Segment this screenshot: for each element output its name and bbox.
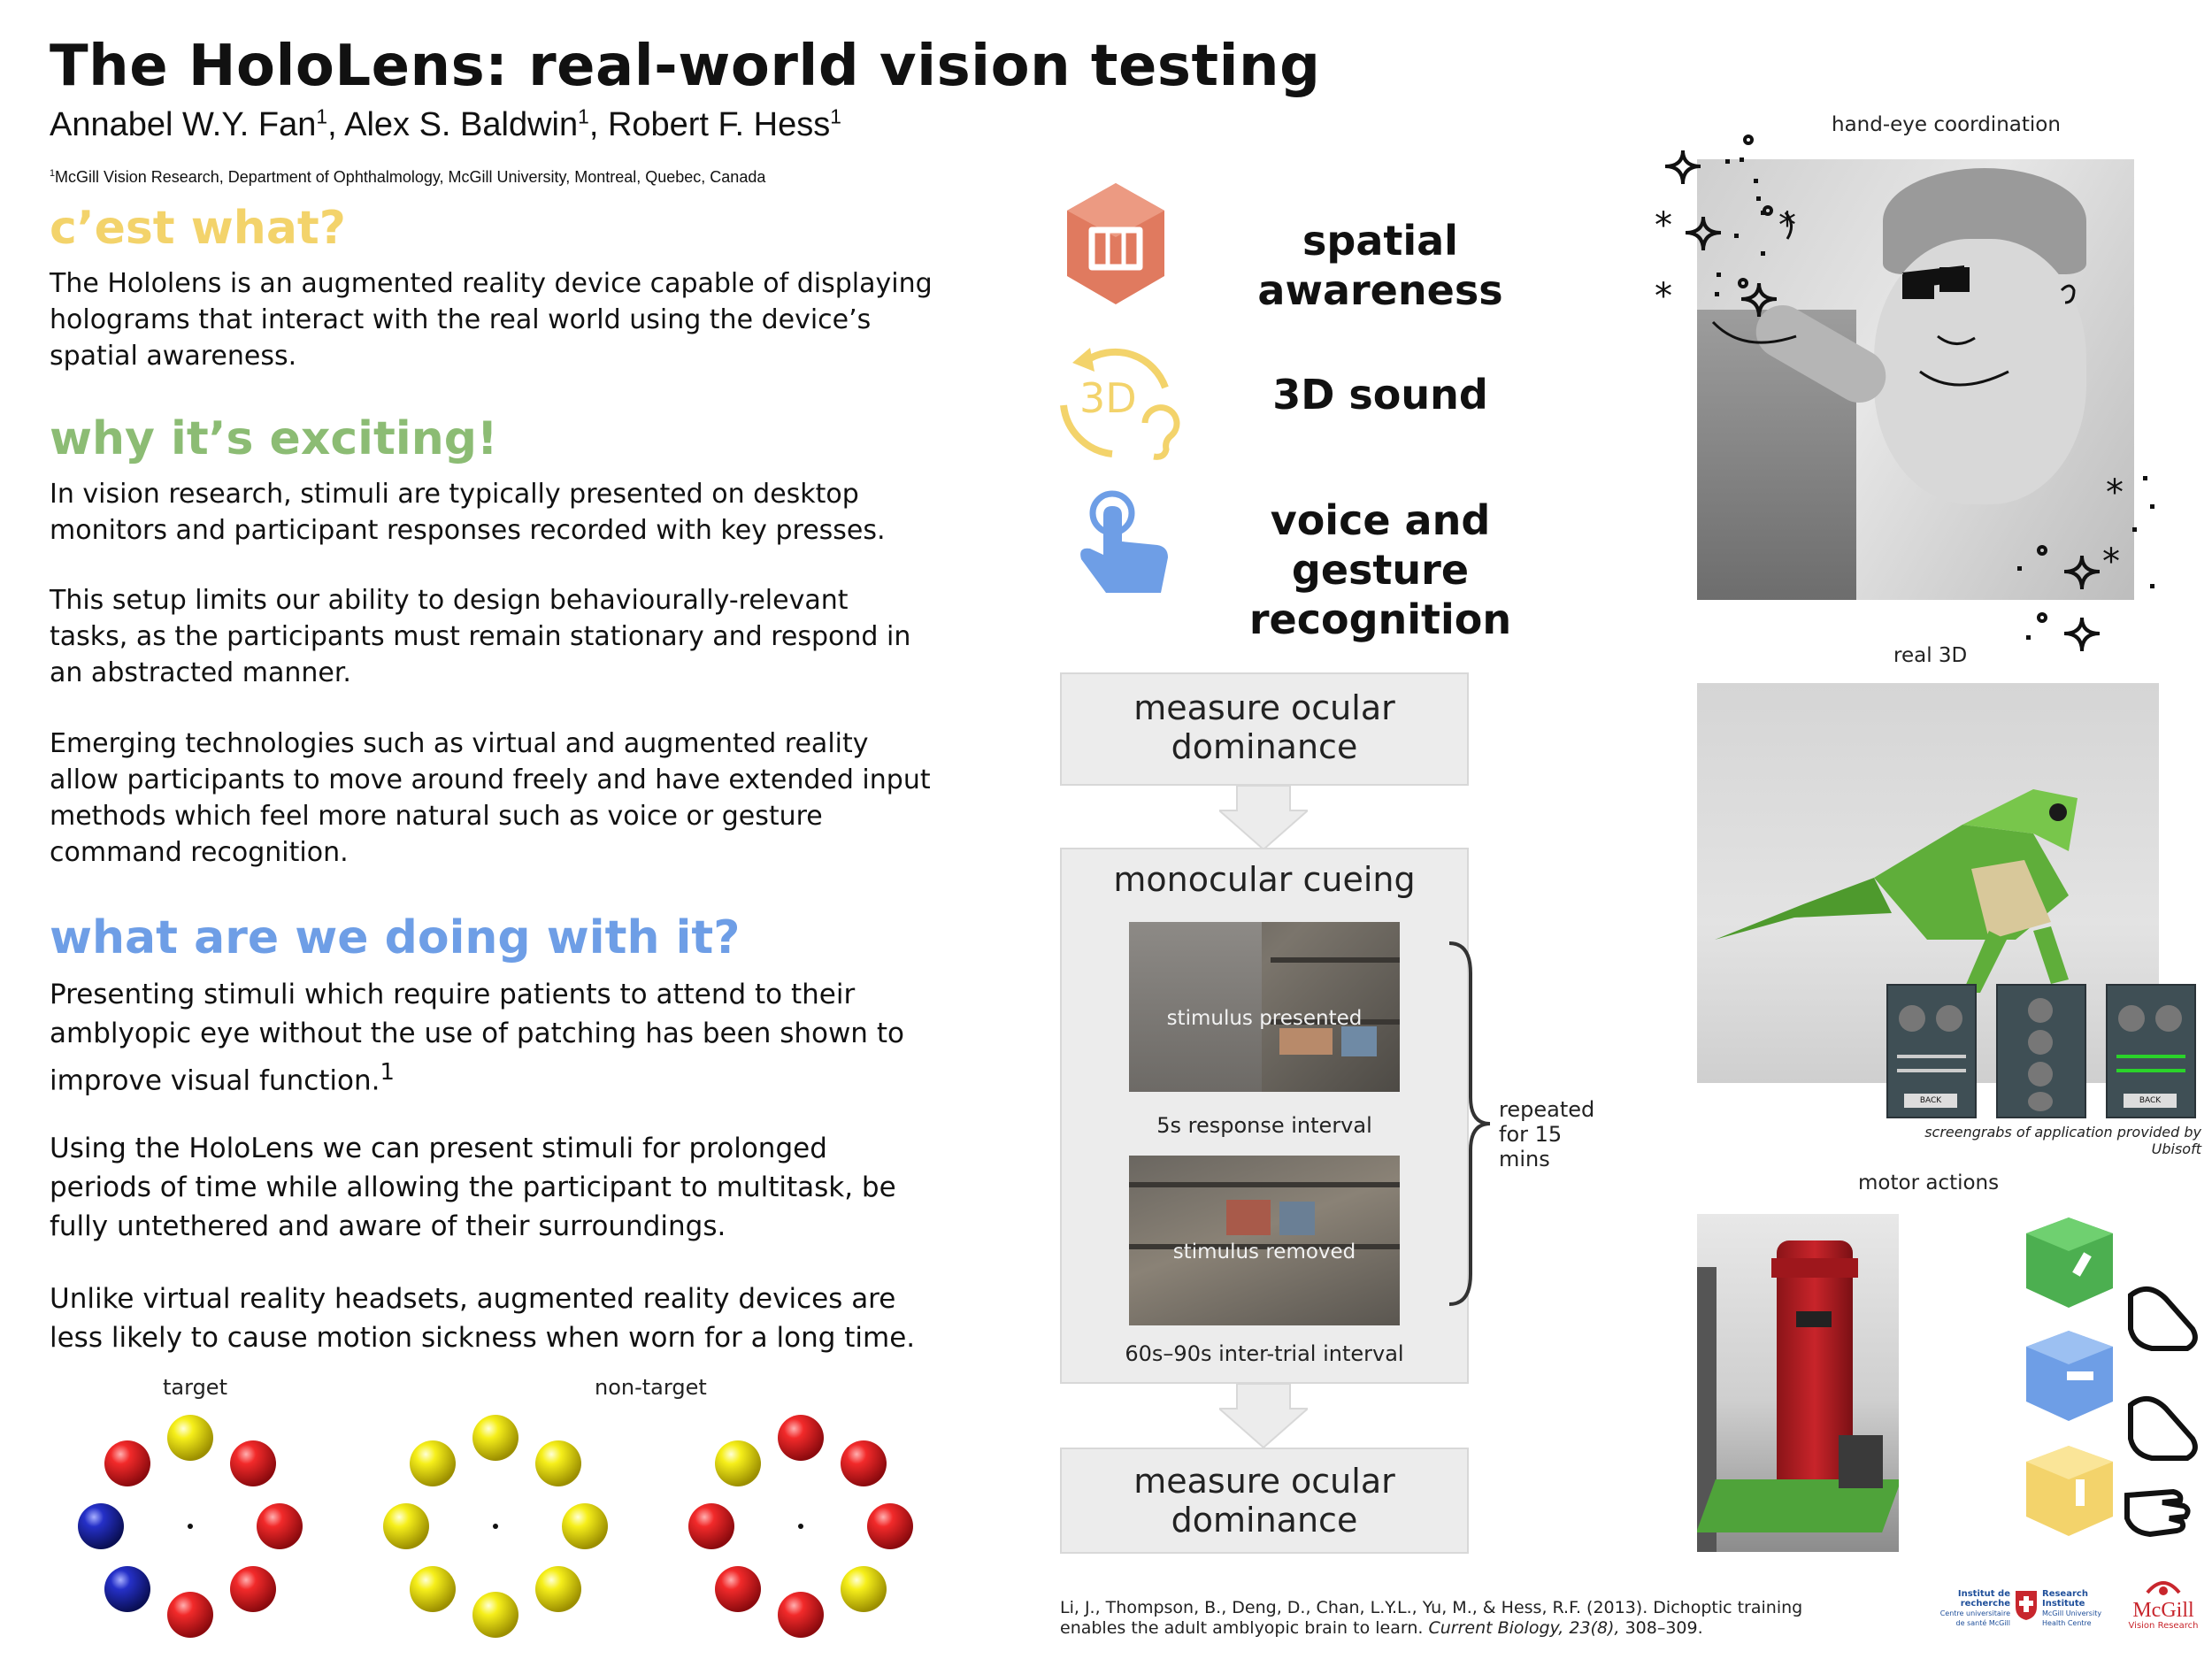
stimulus-ball (688, 1503, 734, 1549)
cest-what-text: The Hololens is an augmented reality dev… (50, 268, 933, 372)
why-paragraph-2: This setup limits our ability to design … (50, 585, 911, 688)
stimulus-ball (715, 1440, 761, 1486)
heading-what-doing: what are we doing with it? (50, 911, 741, 964)
mcgill-logo: McGill Vision Research (2124, 1578, 2203, 1631)
response-interval-label: 5s response interval (1156, 1113, 1372, 1138)
hand-eye-photo (1697, 159, 2134, 600)
heading-why-exciting: why it’s exciting! (50, 412, 498, 465)
stimulus-ball (778, 1415, 824, 1461)
feature-voice-gesture: voice and gesture recognition (1248, 496, 1512, 643)
real-3d-label: real 3D (1893, 644, 1968, 667)
app-screengrab-2 (1996, 984, 2086, 1118)
fixation-dot (188, 1524, 193, 1529)
cube-map-icon (1067, 183, 1164, 304)
svg-text:*: * (1655, 205, 1672, 246)
feature-3d-sound: 3D sound (1272, 371, 1488, 419)
grab-gesture-blue (2026, 1331, 2198, 1461)
nontarget-label: non-target (595, 1375, 707, 1400)
3d-sound-icon: 3D (1060, 348, 1180, 460)
irm-logo: Institut de recherche Centre universitai… (1939, 1589, 2010, 1627)
stimulus-ball (715, 1566, 761, 1612)
point-gesture-yellow (2026, 1446, 2191, 1538)
target-ring (78, 1415, 303, 1638)
nontarget-ring-yellow (383, 1415, 608, 1638)
repeat-brace (1448, 941, 1491, 1306)
svg-text:*: * (1778, 205, 1796, 246)
stimulus-ball (78, 1503, 124, 1549)
motor-actions-label: motor actions (1858, 1171, 2000, 1194)
stimulus-ball (535, 1566, 581, 1612)
tap-hand-icon (1080, 490, 1168, 593)
stimulus-ball (472, 1592, 518, 1638)
stimulus-ball (410, 1566, 456, 1612)
muhc-crest-icon (2016, 1591, 2037, 1620)
back-button: BACK (2124, 1094, 2177, 1108)
stimulus-ball (535, 1440, 581, 1486)
nontarget-ring-mixed (688, 1415, 913, 1638)
author-list: Annabel W.Y. Fan1, Alex S. Baldwin1, Rob… (50, 104, 841, 143)
stimulus-ball (167, 1592, 213, 1638)
feature-spatial-awareness: spatial awareness (1257, 217, 1503, 314)
stimulus-ball (230, 1566, 276, 1612)
doing-paragraph-1: Presenting stimuli which require patient… (50, 979, 904, 1097)
author-name: Robert F. Hess (607, 106, 831, 143)
doing-paragraph-3: Unlike virtual reality headsets, augment… (50, 1283, 916, 1354)
heading-cest-what: c’est what? (50, 202, 346, 255)
flow-step-measure-1: measure ocular dominance (1060, 672, 1469, 786)
stimulus-ball (383, 1503, 429, 1549)
why-paragraph-1: In vision research, stimuli are typicall… (50, 479, 886, 546)
ri-logo: Research Institute McGill University Hea… (2042, 1589, 2102, 1627)
flow-arrow-down (1219, 1384, 1308, 1448)
flow-step-measure-2: measure ocular dominance (1060, 1448, 1469, 1554)
back-button: BACK (1904, 1094, 1957, 1108)
stimulus-ball (472, 1415, 518, 1461)
stimulus-ball (104, 1566, 150, 1612)
flow-arrow-down (1219, 786, 1308, 849)
stimulus-ball (562, 1503, 608, 1549)
target-label: target (163, 1375, 227, 1400)
gesture-icons (2026, 1217, 2198, 1538)
app-screengrab-1: BACK (1886, 984, 1977, 1118)
reference: Li, J., Thompson, B., Deng, D., Chan, L.… (1060, 1598, 1803, 1638)
stimulus-ball (841, 1566, 887, 1612)
author-name: Alex S. Baldwin (344, 106, 579, 143)
svg-text:*: * (2106, 472, 2124, 513)
fixation-dot (798, 1524, 803, 1529)
stimulus-ball (167, 1415, 213, 1461)
app-screengrab-3: BACK (2106, 984, 2196, 1118)
hand-eye-label: hand-eye coordination (1832, 113, 2061, 136)
stimulus-ball (104, 1440, 150, 1486)
stimulus-removed-photo: stimulus removed (1129, 1156, 1400, 1325)
frog-model (1715, 789, 2078, 993)
stimulus-ball (841, 1440, 887, 1486)
stimulus-ball (410, 1440, 456, 1486)
svg-text:*: * (2102, 541, 2120, 582)
why-paragraph-3: Emerging technologies such as virtual an… (50, 728, 931, 868)
doodle-overlay: * * * * * (1655, 134, 2154, 652)
repeated-label: repeated for 15 mins (1499, 1097, 1595, 1171)
stimulus-rings (78, 1415, 913, 1638)
stimulus-ball (230, 1440, 276, 1486)
eye-logo-icon (2146, 1581, 2181, 1595)
grab-gesture-green (2026, 1217, 2198, 1351)
fixation-dot (493, 1524, 498, 1529)
stimulus-ball (867, 1503, 913, 1549)
stimulus-ball (778, 1592, 824, 1638)
svg-text:*: * (1655, 276, 1672, 317)
screengrab-caption: screengrabs of application provided by U… (1924, 1124, 2201, 1157)
stimulus-presented-photo: stimulus presented (1129, 922, 1400, 1092)
3d-text: 3D (1079, 374, 1137, 422)
stimulus-ball (257, 1503, 303, 1549)
doing-paragraph-2: Using the HoloLens we can present stimul… (50, 1133, 896, 1242)
stimulus-removed-label: stimulus removed (1172, 1240, 1356, 1263)
affiliation: 1McGill Vision Research, Department of O… (50, 168, 766, 186)
iti-label: 60s–90s inter-trial interval (1125, 1341, 1404, 1366)
poster-title: The HoloLens: real-world vision testing (50, 34, 1321, 99)
stimulus-presented-label: stimulus presented (1166, 1007, 1363, 1030)
motor-photo (1697, 1214, 1899, 1552)
author-name: Annabel W.Y. Fan (50, 106, 317, 143)
